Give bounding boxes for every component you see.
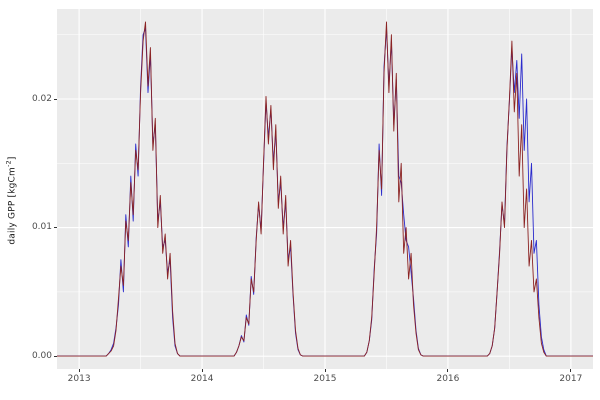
x-tick-mark [201,369,203,372]
y-tick-label: 0.01 [31,222,52,233]
x-tick-label: 2014 [190,374,214,384]
y-tick-mark [54,227,57,229]
x-tick-label: 2013 [67,374,91,384]
x-tick-mark [570,369,572,372]
y-axis-title-wrap: daily GPP [kgCm-2] [0,0,22,400]
y-tick-label: 0.02 [31,93,52,104]
y-tick-mark [54,355,57,357]
y-axis-title: daily GPP [kgCm-2] [5,156,18,244]
x-tick-label: 2015 [313,374,337,384]
y-tick-label: 0.00 [31,350,52,361]
x-tick-mark [447,369,449,372]
x-tick-label: 2017 [559,374,583,384]
y-axis-title-text: daily GPP [kgCm [7,166,18,245]
x-tick-mark [78,369,80,372]
x-tick-mark [324,369,326,372]
plot-area-svg [57,9,593,369]
y-axis-title-superscript: -2 [4,159,13,167]
series-line-darkred [57,21,593,357]
y-tick-mark [54,98,57,100]
plot-panel [57,9,593,369]
x-tick-label: 2016 [436,374,460,384]
y-axis-title-close-bracket: ] [7,155,18,160]
